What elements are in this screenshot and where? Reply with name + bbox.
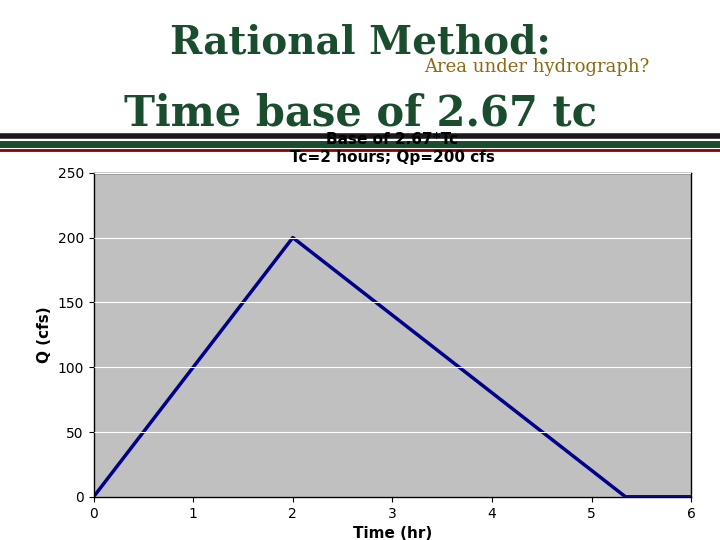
Polygon shape xyxy=(94,238,691,497)
Y-axis label: Q (cfs): Q (cfs) xyxy=(37,307,52,363)
Title: Base of 2.67*Tc
Tc=2 hours; Qp=200 cfs: Base of 2.67*Tc Tc=2 hours; Qp=200 cfs xyxy=(290,132,495,165)
Text: Area under hydrograph?: Area under hydrograph? xyxy=(424,58,649,76)
Text: Time base of 2.67 tc: Time base of 2.67 tc xyxy=(124,92,596,134)
Text: Rational Method:: Rational Method: xyxy=(170,23,550,62)
X-axis label: Time (hr): Time (hr) xyxy=(353,526,432,540)
